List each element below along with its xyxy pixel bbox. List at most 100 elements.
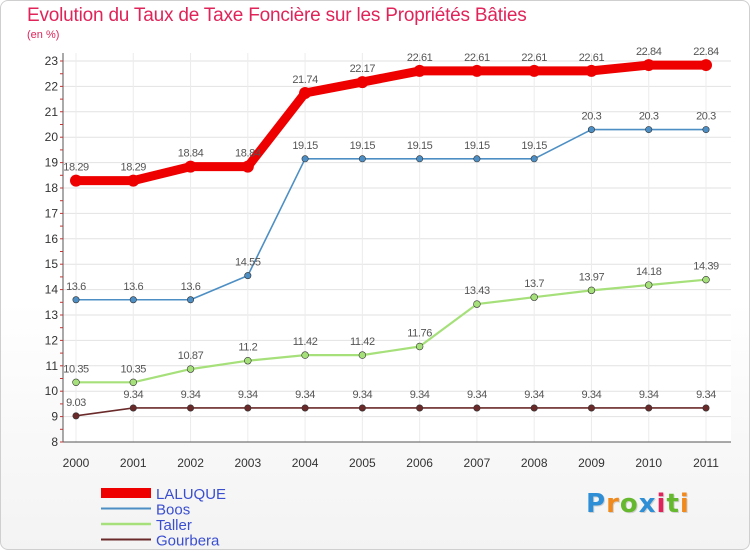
legend-label-taller: Taller	[156, 517, 192, 534]
data-label-taller: 13.43	[464, 285, 490, 297]
data-point-laluque	[241, 160, 254, 173]
data-label-gourbera: 9.34	[238, 389, 258, 401]
data-point-taller	[530, 293, 538, 301]
data-label-gourbera: 9.34	[181, 389, 201, 401]
data-label-laluque: 21.74	[292, 74, 318, 86]
data-label-boos: 19.15	[521, 140, 547, 152]
data-point-boos	[702, 126, 710, 134]
data-point-taller	[702, 275, 710, 284]
y-tick-label: 10	[45, 384, 59, 398]
x-tick-label: 2005	[349, 456, 376, 470]
data-label-gourbera: 9.34	[639, 389, 659, 401]
logo-letter: r	[606, 489, 620, 519]
data-label-taller: 14.18	[636, 266, 662, 278]
data-label-boos: 13.6	[66, 281, 86, 293]
data-label-taller: 14.39	[693, 261, 719, 273]
data-label-boos: 19.15	[464, 140, 490, 152]
data-label-taller: 10.87	[178, 350, 204, 362]
data-label-taller: 11.42	[293, 336, 318, 348]
data-point-gourbera	[530, 404, 538, 412]
y-tick-label: 22	[45, 79, 59, 93]
data-label-taller: 11.2	[238, 342, 257, 354]
data-point-laluque	[470, 64, 483, 77]
x-tick-label: 2004	[292, 456, 319, 470]
data-label-laluque: 22.84	[693, 46, 719, 58]
data-label-taller: 11.42	[350, 336, 375, 348]
data-point-laluque	[413, 64, 426, 77]
x-tick-label: 2007	[464, 456, 491, 470]
data-label-boos: 19.15	[350, 140, 376, 152]
y-tick-label: 14	[45, 283, 59, 297]
data-label-gourbera: 9.34	[696, 389, 716, 401]
data-label-laluque: 22.61	[407, 52, 433, 64]
data-point-boos	[416, 155, 424, 163]
data-point-gourbera	[358, 404, 366, 412]
data-label-boos: 20.3	[696, 111, 716, 123]
data-point-gourbera	[702, 404, 710, 412]
y-tick-label: 16	[45, 232, 59, 246]
data-label-taller: 13.7	[524, 278, 544, 290]
data-point-gourbera	[301, 404, 309, 412]
logo-letter: i	[656, 489, 667, 519]
data-label-gourbera: 9.34	[295, 389, 315, 401]
y-tick-label: 23	[45, 54, 59, 68]
data-label-boos: 14.55	[235, 257, 261, 269]
unit-label: (en %)	[27, 29, 60, 41]
x-tick-label: 2001	[120, 456, 147, 470]
data-label-boos: 19.15	[407, 140, 433, 152]
data-point-taller	[645, 281, 653, 289]
legend-label-boos: Boos	[156, 502, 190, 519]
data-label-gourbera: 9.03	[66, 397, 86, 409]
data-label-gourbera: 9.34	[467, 389, 487, 401]
data-point-boos	[587, 126, 595, 134]
data-point-boos	[645, 126, 653, 134]
series-line-boos	[75, 128, 707, 301]
y-tick-label: 8	[51, 435, 58, 449]
series-line-gourbera	[75, 407, 707, 417]
data-point-gourbera	[587, 404, 595, 412]
x-tick-label: 2009	[578, 456, 605, 470]
x-tick-label: 2002	[177, 456, 204, 470]
data-point-taller	[129, 378, 137, 387]
data-point-laluque	[299, 87, 312, 100]
logo-letter: t	[666, 489, 680, 519]
x-tick-label: 2011	[693, 456, 719, 470]
y-tick-label: 17	[45, 206, 59, 220]
y-tick-label: 21	[45, 105, 59, 119]
data-point-taller	[415, 342, 424, 351]
data-point-boos	[187, 296, 195, 304]
x-tick-label: 2003	[234, 456, 261, 470]
data-point-boos	[72, 296, 80, 304]
data-point-boos	[244, 272, 252, 280]
data-point-gourbera	[416, 404, 424, 412]
data-point-laluque	[642, 59, 655, 72]
x-tick-label: 2000	[63, 456, 90, 470]
series-line-laluque	[71, 60, 711, 186]
data-label-taller: 11.76	[407, 327, 432, 339]
data-label-laluque: 18.84	[178, 148, 204, 160]
data-label-laluque: 22.61	[521, 52, 547, 64]
y-tick-label: 13	[45, 308, 59, 322]
data-label-laluque: 22.84	[636, 46, 662, 58]
data-label-boos: 13.6	[181, 281, 201, 293]
data-point-laluque	[356, 76, 369, 89]
data-point-gourbera	[72, 412, 80, 420]
data-point-boos	[530, 155, 538, 163]
data-label-laluque: 22.61	[464, 52, 490, 64]
data-point-taller	[244, 357, 252, 365]
plot-area	[63, 53, 731, 442]
legend-label-laluque: LALUQUE	[156, 486, 226, 503]
data-label-gourbera: 9.34	[352, 389, 372, 401]
y-tick-label: 19	[45, 156, 59, 170]
data-point-gourbera	[645, 404, 653, 412]
y-tick-label: 15	[45, 257, 59, 271]
x-tick-label: 2010	[635, 456, 662, 470]
data-label-boos: 20.3	[639, 111, 659, 123]
x-tick-label: 2006	[406, 456, 433, 470]
data-label-gourbera: 9.34	[524, 389, 544, 401]
data-point-boos	[473, 155, 481, 163]
data-point-boos	[129, 296, 137, 304]
proxiti-logo: Proxiti	[586, 489, 690, 519]
